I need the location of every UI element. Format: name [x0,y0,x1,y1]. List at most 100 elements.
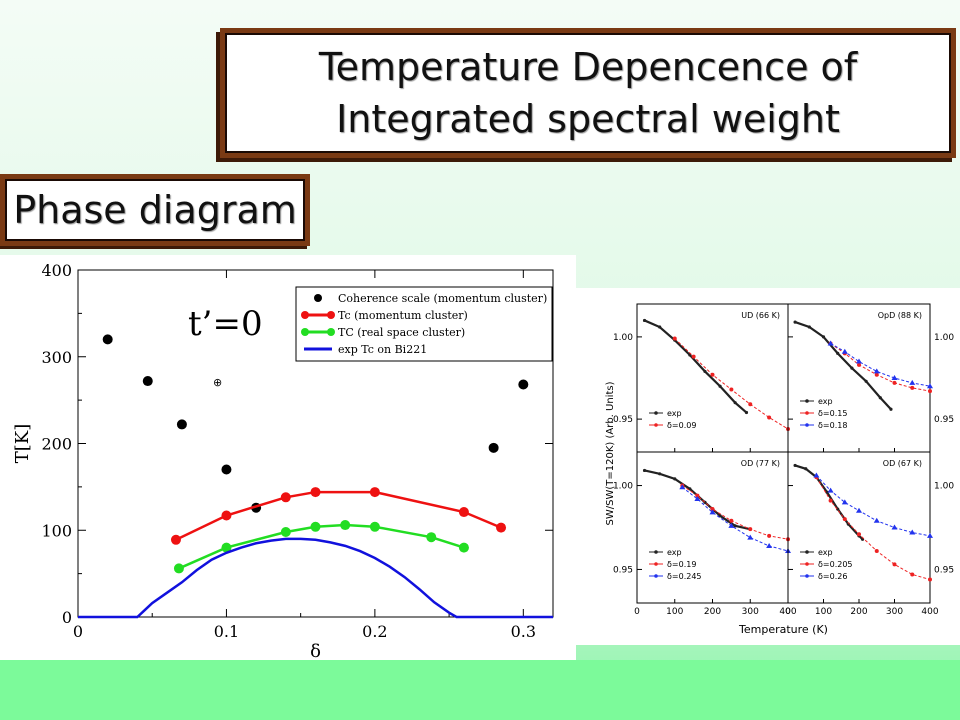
panel-point [874,548,879,553]
panel-point [729,387,734,392]
panel-point [728,522,735,528]
legend-label: TC (real space cluster) [338,326,465,339]
panel-point [813,472,820,478]
panel-point [825,490,829,494]
panel-series-line [815,476,931,580]
panel-point [703,369,707,374]
panel-legend-label: δ=0.26 [818,572,847,581]
panel-point [793,320,797,324]
x-tick-label: 0.2 [362,622,387,641]
series-line-3 [78,537,553,619]
legend-label: exp Tc on Bi221 [338,343,427,356]
panel-point [909,529,916,535]
data-point-1 [221,510,232,521]
data-point-2 [310,521,321,532]
y-tick-label-right: 1.00 [934,333,954,343]
panel-point [793,463,797,468]
panel-point [927,383,933,389]
x-tick-label: 0 [785,607,791,617]
panel-legend-marker [805,399,809,403]
legend-marker [301,311,309,319]
panel-point [729,518,734,523]
data-point-1 [310,487,321,498]
panel-title: UD (66 K) [741,311,780,320]
panel-point [857,362,861,367]
panel-legend-label: exp [818,397,833,406]
y-tick-label: 1.00 [613,482,633,492]
data-point-2 [173,563,184,574]
panel-legend-label: δ=0.19 [667,560,696,569]
panel-legend-label: δ=0.245 [667,572,702,581]
data-point-2 [426,532,437,543]
panel-legend-marker [805,562,809,566]
panel-series-line [674,338,789,430]
x-tick-label: 200 [850,607,867,617]
x-tick-label: 0 [634,607,640,617]
panel-point [873,368,880,374]
panel-legend-label: exp [667,548,682,557]
panel-point [827,340,834,346]
panel-point [910,385,915,390]
title-line-2: Integrated spectral weight [336,97,840,141]
panel-point [821,335,826,339]
panel-frame [787,451,931,604]
y-tick-label-right: 1.00 [934,482,954,492]
panel-legend-marker [654,562,658,566]
panel-point [928,577,932,582]
title-box: Temperature Depencence of Integrated spe… [220,28,956,158]
data-point-0 [102,334,113,345]
panel-point [658,325,662,329]
phase-diagram-text: Phase diagram [13,188,297,232]
data-point-0 [142,376,153,387]
panel-title: OpD (88 K) [878,311,922,320]
legend-label: Coherence scale (momentum cluster) [338,292,547,305]
panel-point [744,410,749,415]
x-tick-label: 0.1 [214,622,239,641]
panel-point [748,527,753,532]
x-tick-label: 100 [815,607,832,617]
panel-point [691,354,696,359]
legend-marker [327,311,335,319]
panel-title: OD (77 K) [741,459,780,468]
panel-title: OD (67 K) [883,459,922,468]
panel-point [841,348,848,354]
x-tick-label: 400 [779,607,796,617]
panel-point [695,493,700,498]
panel-point [804,467,808,471]
y-tick-label: 400 [41,261,72,280]
panel-point [767,415,772,420]
y-tick-label: 300 [41,348,72,367]
legend-frame [295,286,553,362]
panel-point [766,542,773,548]
legend-label: Tc (momentum cluster) [338,309,468,322]
y-tick-label: 0.95 [613,415,633,425]
legend-marker [314,294,322,302]
phase-diagram-chart: 0 0.1 0.2 0.3 0 100 200 300 400 δ T[K] t’=0 Coherenc… [0,255,576,662]
phase-diagram-label: Phase diagram [0,174,310,246]
panel-point [642,318,647,323]
panel-legend-marker [654,423,658,427]
data-point-2 [340,520,351,531]
x-axis-label: δ [310,641,321,660]
panel-point [836,351,840,355]
panel-point [857,532,861,537]
y-tick-label-right: 0.95 [934,565,954,575]
panel-legend-marker [805,423,809,427]
panel-series-line [816,475,931,537]
panel-legend-label: exp [818,548,833,557]
y-axis-label: T[K] [12,424,33,464]
panel-point [672,336,677,341]
title-line-1: Temperature Depencence of [318,45,858,89]
phase-diagram-svg: 0 0.1 0.2 0.3 0 100 200 300 400 δ T[K] t’=0 Coherenc… [12,261,554,662]
panel-point [710,372,715,377]
panel-point [658,472,662,476]
panel-point [892,562,897,567]
x-tick-label: 300 [886,607,903,617]
y-tick-label: 0 [62,608,72,627]
panel-point [873,517,880,523]
panel-point [892,380,897,385]
y-tick-label: 100 [41,521,72,540]
panel-legend-marker [654,550,658,554]
panel-series-line [794,321,892,410]
data-point-1 [369,487,380,498]
